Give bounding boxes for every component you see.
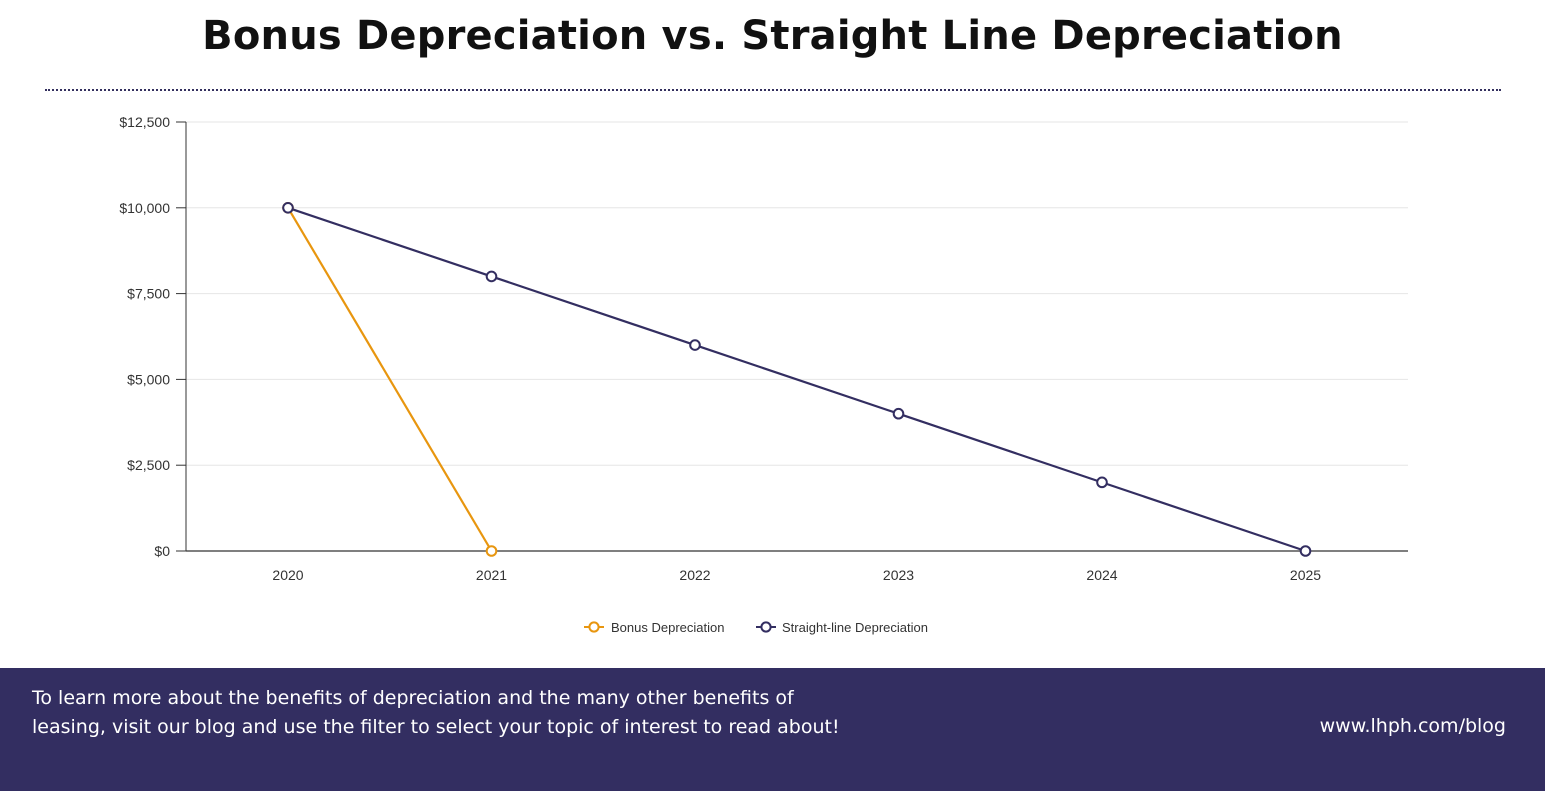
legend-swatch-marker xyxy=(588,621,600,633)
x-tick-label: 2025 xyxy=(1290,567,1321,583)
data-point[interactable] xyxy=(485,545,498,557)
y-tick-label: $10,000 xyxy=(119,200,170,216)
y-tick-label: $7,500 xyxy=(127,286,170,302)
y-tick-label: $12,500 xyxy=(119,114,170,130)
title-divider xyxy=(45,89,1501,91)
x-tick-label: 2020 xyxy=(272,567,303,583)
blog-link[interactable]: www.lhph.com/blog xyxy=(1319,715,1506,737)
y-tick-label: $0 xyxy=(154,543,170,559)
chart-title: Bonus Depreciation vs. Straight Line Dep… xyxy=(202,13,1343,59)
y-tick-label: $5,000 xyxy=(127,371,170,387)
x-tick-label: 2023 xyxy=(883,567,914,583)
x-tick-label: 2024 xyxy=(1086,567,1117,583)
x-tick-label: 2021 xyxy=(476,567,507,583)
depreciation-line-chart: $0 $2,500 $5,000 $7,500 $10,000 $12,500 2020 20… xyxy=(119,114,1408,635)
legend-label[interactable]: Bonus Depreciation xyxy=(611,620,724,635)
series-line-0 xyxy=(287,207,493,552)
y-tick-label: $2,500 xyxy=(127,457,170,473)
legend-label[interactable]: Straight-line Depreciation xyxy=(782,620,928,635)
series-line-1 xyxy=(287,206,1306,553)
data-point[interactable] xyxy=(282,202,294,214)
data-point[interactable] xyxy=(1299,545,1312,557)
data-point[interactable] xyxy=(1096,476,1108,489)
legend-swatch-marker xyxy=(760,621,772,633)
data-point[interactable] xyxy=(485,270,498,283)
data-point[interactable] xyxy=(689,339,701,351)
footer-message: To learn more about the benefits of depr… xyxy=(32,687,840,738)
x-tick-label: 2022 xyxy=(679,567,710,583)
data-point[interactable] xyxy=(892,407,905,420)
footer-banner: To learn more about the benefits of depr… xyxy=(0,668,1545,791)
